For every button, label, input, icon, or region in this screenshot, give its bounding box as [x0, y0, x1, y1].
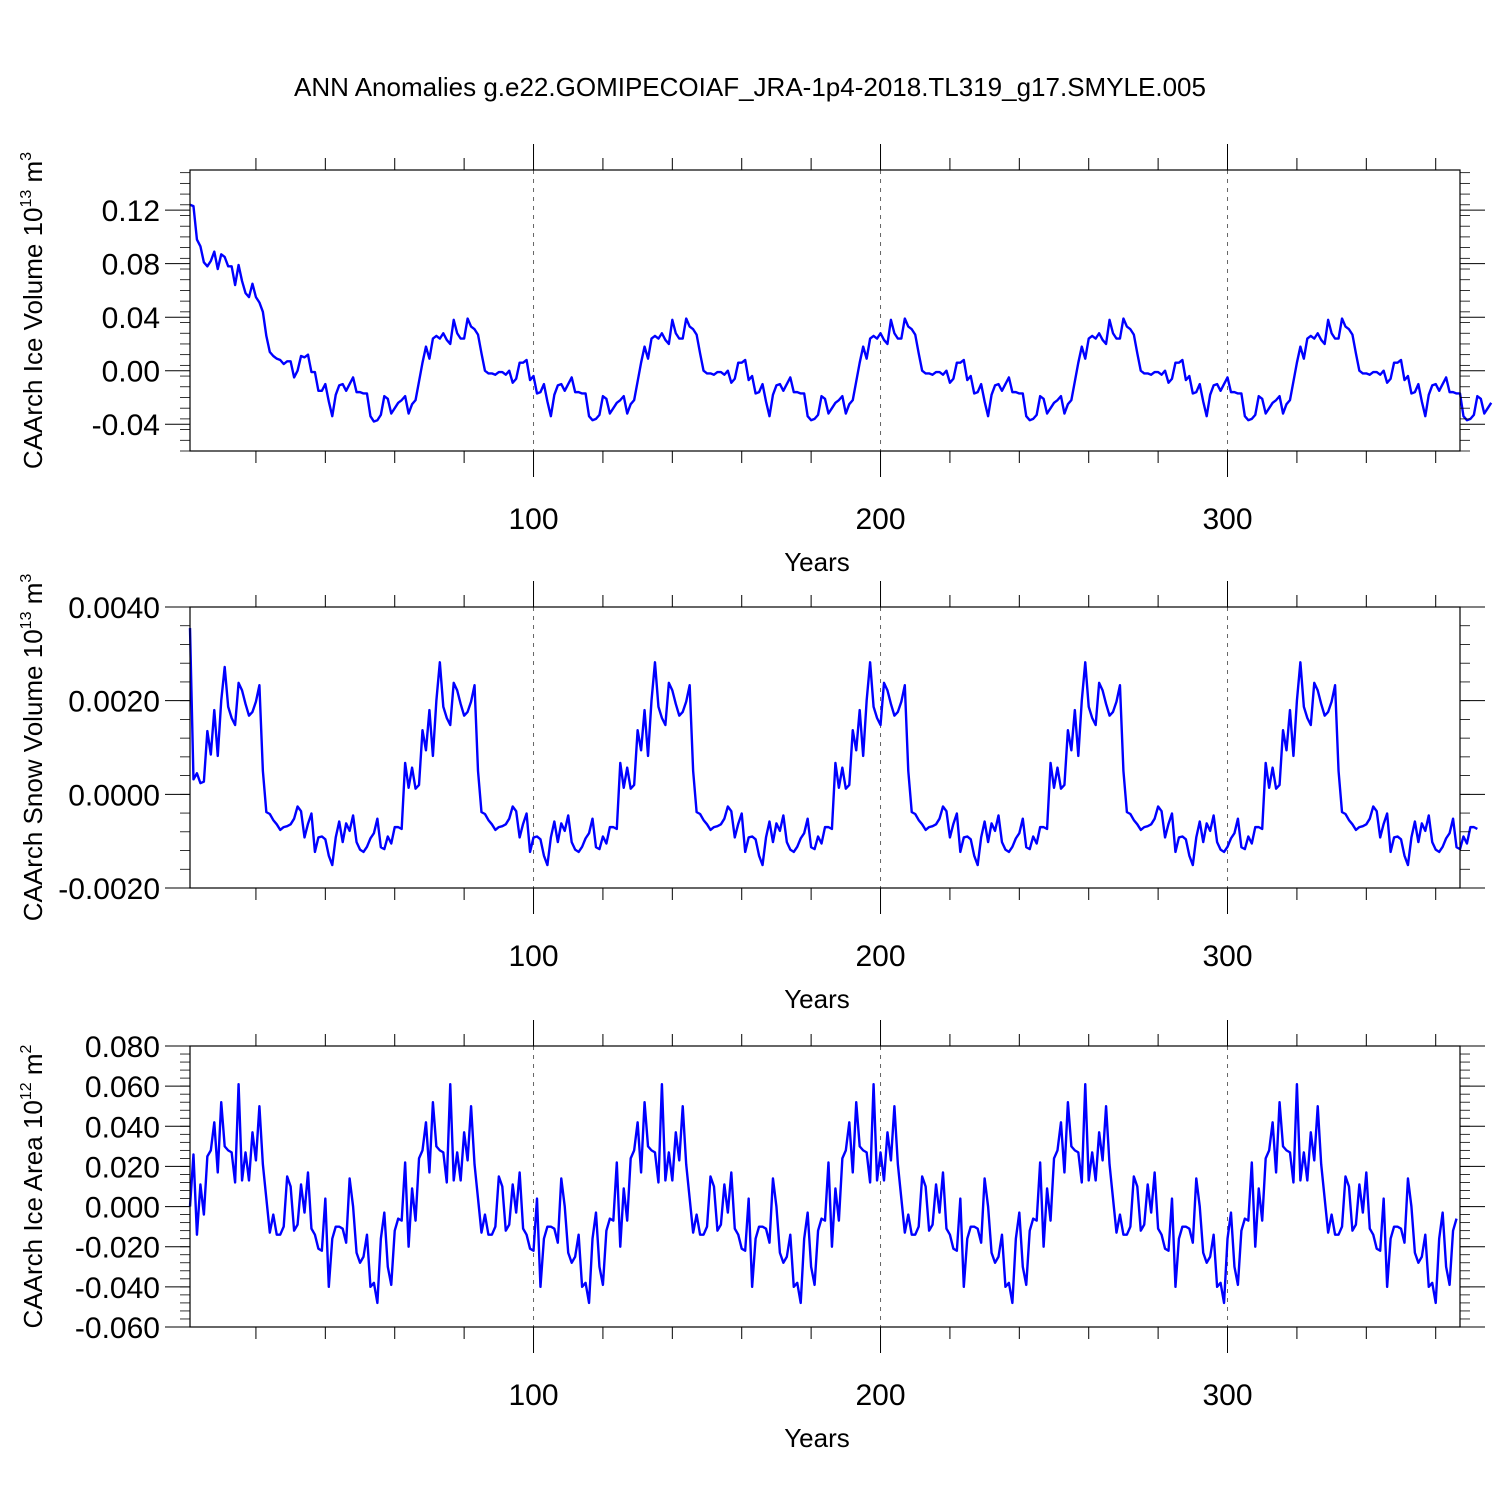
y-tick-label: 0.0000	[68, 779, 160, 812]
x-tick-label: 100	[508, 940, 558, 973]
plot-frame	[189, 169, 1461, 452]
x-axis-label: Years	[784, 984, 850, 1014]
x-axis-label: Years	[784, 547, 850, 577]
x-tick-label: 200	[855, 940, 905, 973]
data-line-snow-volume	[188, 628, 1478, 867]
y-tick-label: 0.000	[85, 1192, 160, 1225]
chart-panel-snow-volume: -0.0020 0.0000 0.0020 0.0040 100 200 300 Years C…	[18, 574, 1485, 1014]
x-tick-label: 100	[508, 1379, 558, 1412]
y-tick-label: 0.08	[102, 249, 160, 282]
y-tick-label: 0.12	[102, 195, 160, 228]
x-tick-label: 100	[508, 503, 558, 536]
x-tick-label: 200	[855, 1379, 905, 1412]
plot-frame	[189, 1045, 1461, 1328]
plot-frame	[189, 606, 1461, 889]
chart-panel-ice-volume: -0.04 0.00 0.04 0.08 0.12 100 200 300 Years CAArc…	[18, 144, 1493, 577]
x-axis-label: Years	[784, 1423, 850, 1453]
y-axis-label: CAArch Ice Area 1012 m2	[18, 1044, 48, 1328]
y-tick-label: 0.0040	[68, 592, 160, 625]
y-tick-label: 0.0020	[68, 686, 160, 719]
x-tick-label: 300	[1202, 503, 1252, 536]
y-tick-label: -0.04	[92, 409, 160, 442]
y-tick-label: 0.080	[85, 1031, 160, 1064]
y-axis-label: CAArch Snow Volume 1013 m3	[18, 574, 48, 922]
chart-panels: -0.04 0.00 0.04 0.08 0.12 100 200 300 Years CAArc…	[18, 144, 1493, 1453]
y-tick-label: 0.04	[102, 302, 160, 335]
chart-panel-ice-area: -0.060 -0.040 -0.020 0.000 0.020 0.040 0.060 0.…	[18, 1020, 1485, 1453]
data-line-ice-area	[188, 1082, 1458, 1305]
x-tick-label: 300	[1202, 940, 1252, 973]
x-tick-label: 200	[855, 503, 905, 536]
y-tick-label: -0.040	[75, 1272, 160, 1305]
y-tick-label: -0.020	[75, 1232, 160, 1265]
y-tick-label: 0.020	[85, 1151, 160, 1184]
y-tick-label: 0.060	[85, 1071, 160, 1104]
y-tick-label: -0.060	[75, 1312, 160, 1345]
y-tick-label: 0.00	[102, 356, 160, 389]
y-tick-label: 0.040	[85, 1111, 160, 1144]
data-line-ice-volume	[189, 203, 1493, 423]
y-axis-label: CAArch Ice Volume 1013 m3	[18, 152, 48, 469]
figure-title: ANN Anomalies g.e22.GOMIPECOIAF_JRA-1p4-…	[294, 72, 1206, 102]
x-tick-label: 300	[1202, 1379, 1252, 1412]
y-tick-label: -0.0020	[58, 873, 160, 906]
